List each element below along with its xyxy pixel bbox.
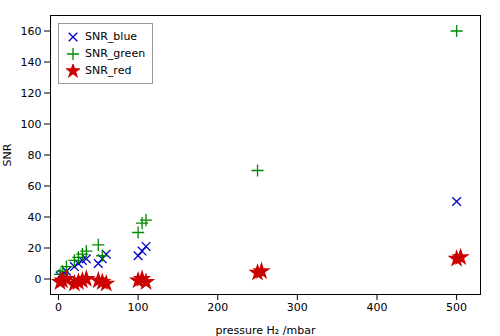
svg-text:200: 200 (207, 301, 228, 314)
svg-text:40: 40 (28, 211, 42, 224)
svg-text:400: 400 (366, 301, 387, 314)
svg-text:120: 120 (21, 87, 42, 100)
svg-text:100: 100 (128, 301, 149, 314)
svg-text:500: 500 (446, 301, 467, 314)
svg-text:300: 300 (287, 301, 308, 314)
svg-text:60: 60 (28, 180, 42, 193)
svg-text:0: 0 (55, 301, 62, 314)
html-text:SNR_green: SNR_green (85, 47, 146, 60)
svg-text:160: 160 (21, 25, 42, 38)
html-text:SNR_blue: SNR_blue (85, 30, 138, 43)
svg-text:80: 80 (28, 149, 42, 162)
svg-text:100: 100 (21, 118, 42, 131)
svg-text:pressure H₂ /mbar: pressure H₂ /mbar (216, 324, 316, 336)
svg-text:140: 140 (21, 56, 42, 69)
svg-text:SNR: SNR (1, 143, 14, 166)
svg-text:20: 20 (28, 242, 42, 255)
html-text:SNR_red: SNR_red (85, 64, 132, 77)
svg-text:0: 0 (35, 273, 42, 286)
